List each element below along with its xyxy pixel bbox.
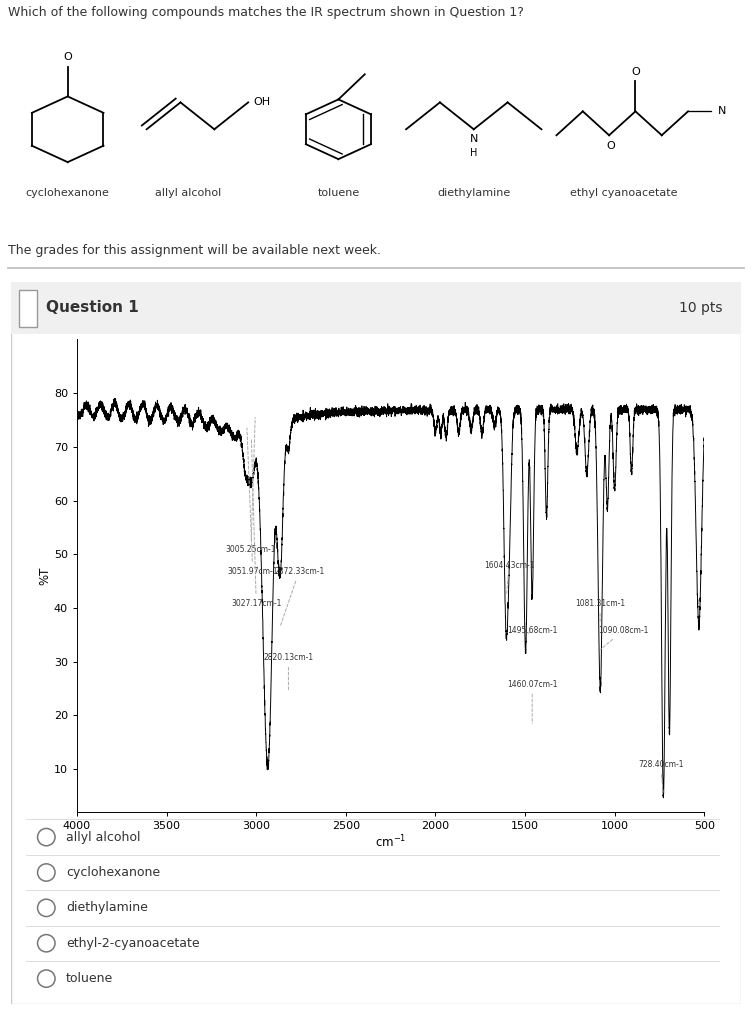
Text: The grades for this assignment will be available next week.: The grades for this assignment will be a…	[8, 245, 381, 257]
X-axis label: cm$^{-1}$: cm$^{-1}$	[375, 834, 406, 851]
FancyBboxPatch shape	[20, 290, 37, 327]
FancyBboxPatch shape	[11, 282, 741, 334]
Text: allyl alcohol: allyl alcohol	[66, 830, 141, 844]
Text: 1090.08cm-1: 1090.08cm-1	[599, 626, 649, 649]
Text: OH: OH	[253, 97, 271, 108]
Text: 1495.68cm-1: 1495.68cm-1	[507, 626, 557, 635]
Text: toluene: toluene	[66, 972, 114, 985]
Text: O: O	[631, 68, 640, 78]
Text: 10 pts: 10 pts	[679, 301, 723, 314]
Text: N: N	[718, 106, 726, 117]
Text: 1460.07cm-1: 1460.07cm-1	[507, 680, 557, 724]
Text: allyl alcohol: allyl alcohol	[155, 188, 221, 198]
Text: O: O	[606, 141, 615, 152]
Text: Which of the following compounds matches the IR spectrum shown in Question 1?: Which of the following compounds matches…	[8, 6, 523, 19]
Text: 728.40cm-1: 728.40cm-1	[638, 760, 684, 794]
Text: O: O	[63, 52, 72, 62]
Text: ethyl cyanoacetate: ethyl cyanoacetate	[571, 188, 678, 198]
Text: 2872.33cm-1: 2872.33cm-1	[274, 566, 324, 627]
Text: 3051.97cm-1: 3051.97cm-1	[228, 428, 278, 575]
FancyBboxPatch shape	[11, 282, 741, 1004]
Text: 3027.17cm-1: 3027.17cm-1	[231, 439, 281, 608]
Y-axis label: %T: %T	[38, 566, 51, 585]
Text: 3005.25cm-1: 3005.25cm-1	[226, 418, 276, 554]
Text: 1081.31cm-1: 1081.31cm-1	[575, 599, 625, 622]
Text: toluene: toluene	[317, 188, 359, 198]
Text: cyclohexanone: cyclohexanone	[66, 866, 160, 879]
Text: diethylamine: diethylamine	[437, 188, 511, 198]
Text: diethylamine: diethylamine	[66, 901, 148, 914]
Text: 1604.43cm-1: 1604.43cm-1	[484, 561, 534, 595]
Text: ethyl-2-cyanoacetate: ethyl-2-cyanoacetate	[66, 937, 199, 949]
Text: H: H	[470, 148, 478, 159]
Text: 2820.13cm-1: 2820.13cm-1	[263, 652, 314, 691]
Text: cyclohexanone: cyclohexanone	[26, 188, 110, 198]
Text: N: N	[469, 134, 478, 144]
Text: Question 1: Question 1	[47, 300, 139, 315]
